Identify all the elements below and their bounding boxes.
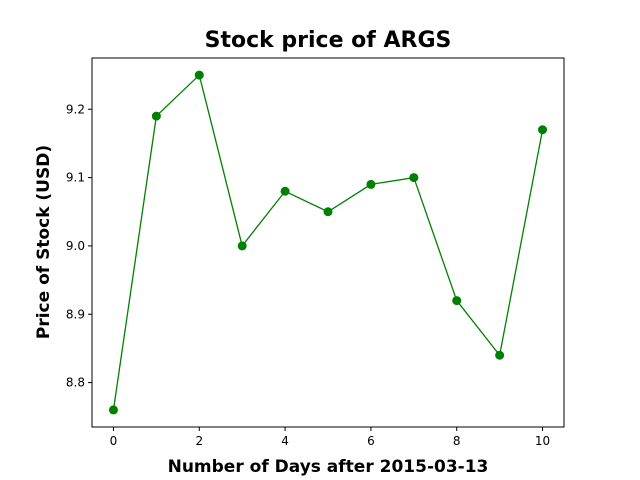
data-point [108,405,118,415]
y-tick-label: 9.1 [66,171,85,185]
x-tick-label: 4 [281,434,289,448]
x-tick-label: 6 [367,434,375,448]
y-tick-label: 9.2 [66,102,85,116]
data-point [452,296,462,306]
data-point [194,70,204,80]
chart-title: Stock price of ARGS [205,28,452,53]
y-tick-label: 9.0 [66,239,85,253]
data-point [495,350,505,360]
data-point [237,241,247,251]
y-axis-ticks: 8.8 8.9 9.0 9.1 9.2 [66,102,92,390]
data-point [366,179,376,189]
plot-area [91,57,565,428]
x-tick-label: 0 [110,434,118,448]
x-tick-label: 2 [195,434,203,448]
data-point [323,207,333,217]
series-group [108,70,548,415]
x-axis-label: Number of Days after 2015-03-13 [168,457,489,477]
data-point [409,173,419,183]
x-axis-ticks: 0 2 4 6 8 10 [110,427,550,448]
data-point [151,111,161,121]
x-tick-label: 10 [535,434,550,448]
series-line [112,73,544,411]
y-tick-label: 8.8 [66,376,85,390]
y-axis-label: Price of Stock (USD) [34,145,54,339]
data-point [538,125,548,135]
x-tick-label: 8 [453,434,461,448]
y-tick-label: 8.9 [66,307,85,321]
data-point [280,186,290,196]
